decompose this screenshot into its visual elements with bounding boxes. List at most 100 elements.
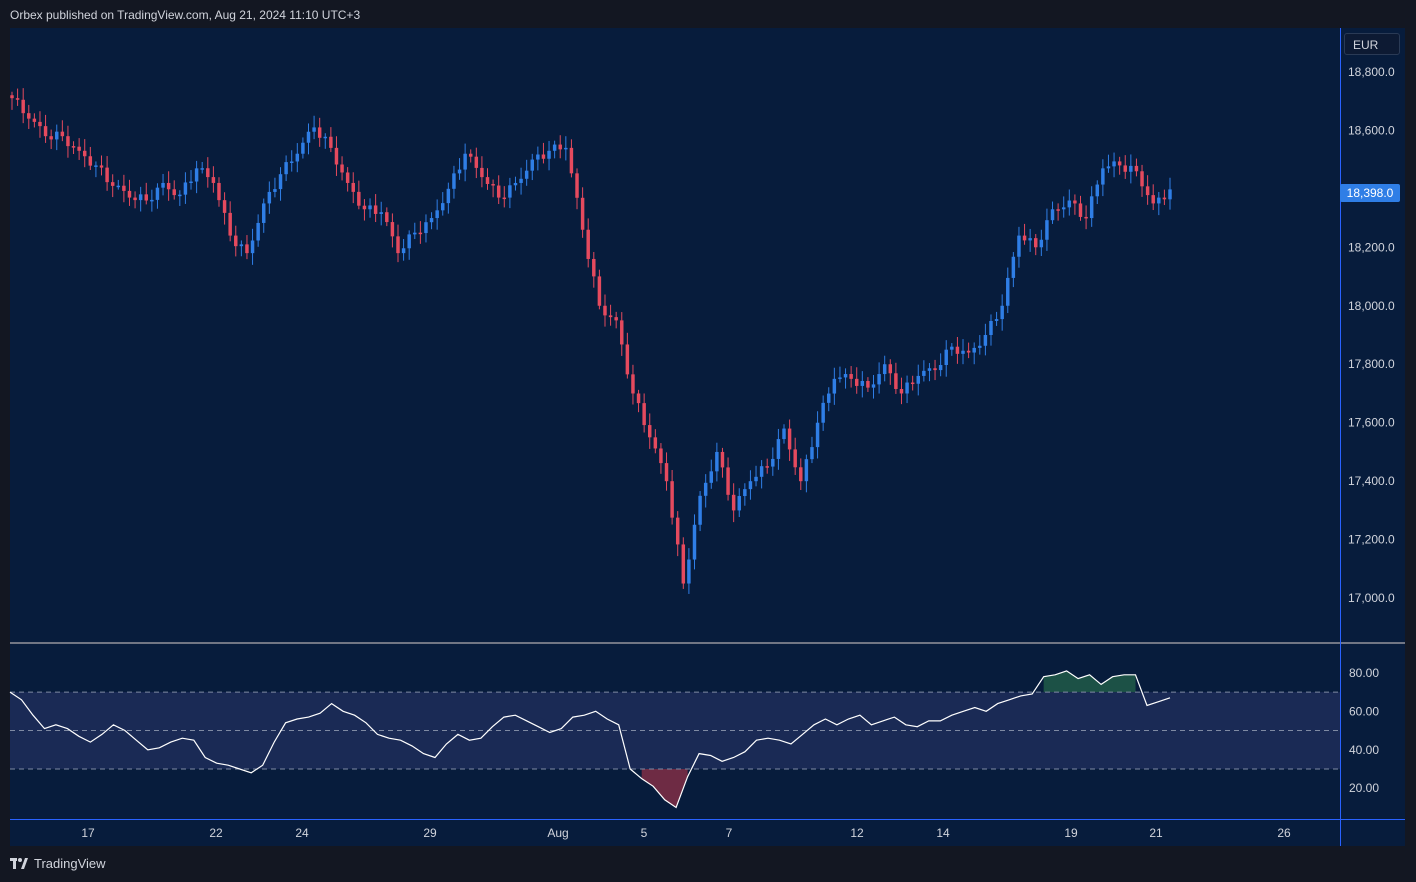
candle xyxy=(664,452,669,491)
candle-body xyxy=(843,374,848,378)
candle-body xyxy=(575,173,579,198)
candle-body xyxy=(754,476,758,482)
candle-body xyxy=(687,559,691,584)
candle-body xyxy=(737,496,741,511)
candle-body xyxy=(961,350,965,354)
candle-body xyxy=(1145,186,1150,196)
candle xyxy=(71,141,76,154)
candle-body xyxy=(888,364,893,374)
candle xyxy=(379,201,383,226)
candle xyxy=(284,155,288,182)
candle xyxy=(793,437,797,475)
price-axis-bg xyxy=(1341,28,1405,642)
candle-body xyxy=(933,368,937,371)
candle xyxy=(547,140,551,171)
candle-body xyxy=(978,345,982,348)
candle-body xyxy=(664,463,669,482)
time-tick-label: Aug xyxy=(547,826,568,840)
candle-body xyxy=(1017,235,1021,257)
candle xyxy=(1050,201,1055,224)
candle-body xyxy=(1095,184,1100,197)
candle xyxy=(709,459,714,489)
candle xyxy=(1017,226,1021,268)
candle xyxy=(429,212,434,230)
candle-body xyxy=(105,167,109,183)
candle-body xyxy=(1056,209,1060,211)
candle-body xyxy=(877,374,881,385)
candle xyxy=(922,360,926,382)
candle xyxy=(1129,154,1133,184)
candle xyxy=(849,366,853,388)
candle xyxy=(116,179,121,190)
candle-body xyxy=(759,466,764,477)
candle-body xyxy=(446,188,451,204)
candle xyxy=(1151,184,1155,211)
candle xyxy=(228,201,232,242)
candle xyxy=(608,304,613,326)
candle-body xyxy=(1061,207,1066,210)
candle xyxy=(569,139,574,178)
candle xyxy=(771,447,775,476)
candle xyxy=(1006,267,1010,314)
candle-body xyxy=(955,346,960,354)
candle-body xyxy=(480,167,484,178)
candle-body xyxy=(1050,209,1055,221)
candle xyxy=(245,235,249,260)
candle xyxy=(351,172,355,204)
candle-body xyxy=(922,370,926,376)
footer-brand[interactable]: TradingView xyxy=(10,856,106,871)
candle-body xyxy=(267,191,272,204)
candle-body xyxy=(703,482,708,496)
last-price-label: 18,398.0 xyxy=(1340,184,1400,202)
candle xyxy=(944,340,948,377)
candle-body xyxy=(989,320,993,335)
candle-body xyxy=(597,276,602,306)
candle xyxy=(877,362,881,394)
candle xyxy=(1045,208,1049,251)
candle-body xyxy=(1000,305,1004,320)
candle-body xyxy=(435,210,439,219)
candle-body xyxy=(603,305,607,316)
candle xyxy=(457,158,462,180)
candle-body xyxy=(821,402,825,423)
candle xyxy=(592,251,596,288)
candle-body xyxy=(580,197,585,230)
candle xyxy=(648,413,652,449)
candle xyxy=(312,115,316,140)
candle xyxy=(407,230,411,260)
candle xyxy=(827,387,831,412)
candle-body xyxy=(441,203,445,211)
candle xyxy=(882,355,887,382)
candle xyxy=(1157,191,1161,216)
rsi-tick-label: 40.00 xyxy=(1349,743,1379,757)
candle xyxy=(452,165,456,199)
candle xyxy=(206,157,210,188)
candle xyxy=(659,443,663,474)
candle xyxy=(564,136,568,161)
candle-body xyxy=(787,428,792,450)
candle xyxy=(289,150,294,172)
candle-body xyxy=(547,150,551,159)
candle-body xyxy=(334,147,339,165)
candle-body xyxy=(368,205,372,210)
candle-body xyxy=(138,194,143,201)
candle xyxy=(910,375,915,391)
candle xyxy=(558,135,562,159)
candle xyxy=(256,214,260,247)
candle-body xyxy=(938,365,943,371)
currency-selector[interactable]: EUR xyxy=(1344,33,1400,55)
candle xyxy=(720,447,725,478)
candle-body xyxy=(323,136,328,139)
time-tick-label: 12 xyxy=(850,826,864,840)
candle-body xyxy=(642,403,646,426)
candle xyxy=(625,332,630,379)
candle xyxy=(435,199,439,230)
candle xyxy=(418,221,423,244)
candle-body xyxy=(743,489,747,497)
candle-body xyxy=(133,197,137,201)
candle xyxy=(10,91,14,110)
candle-body xyxy=(351,182,355,192)
candle xyxy=(127,179,132,206)
candle xyxy=(43,114,48,143)
